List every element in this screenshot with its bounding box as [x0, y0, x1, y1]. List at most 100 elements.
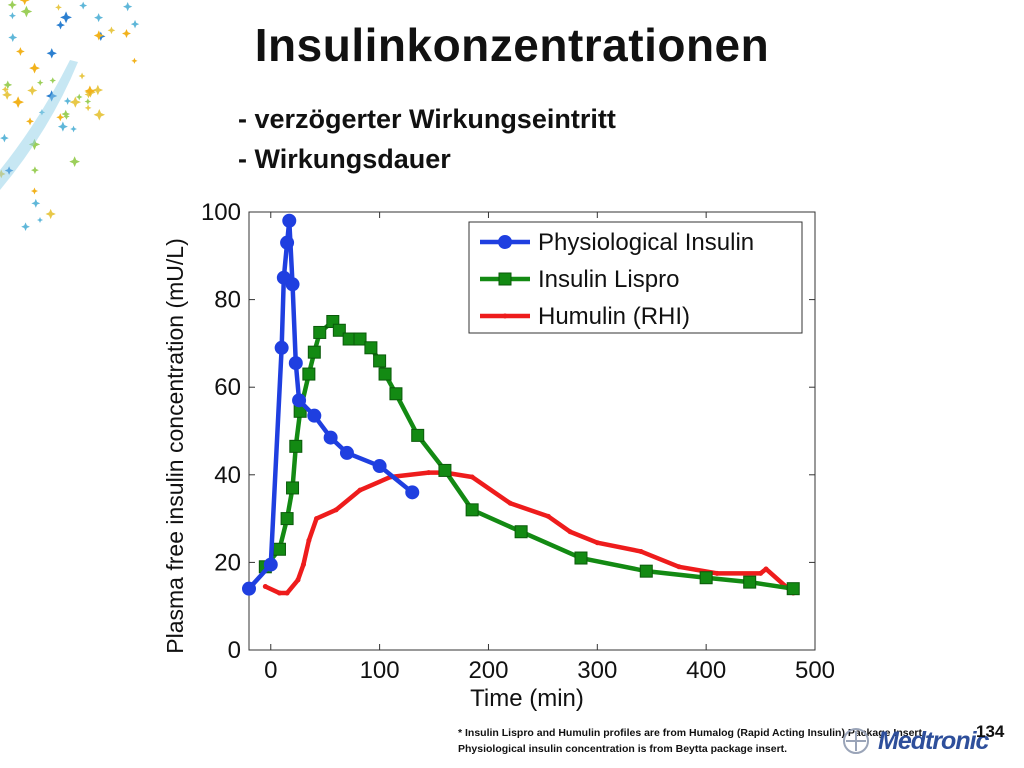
decorative-swoosh	[0, 60, 78, 190]
data-point	[574, 551, 588, 565]
y-tick-label: 100	[201, 199, 241, 226]
bullet-duration: - Wirkungsdauer	[238, 144, 451, 174]
data-point	[465, 503, 479, 517]
data-point	[339, 445, 354, 460]
data-point	[639, 564, 653, 578]
decorative-star	[69, 156, 81, 168]
data-point	[342, 332, 356, 346]
y-tick-label: 0	[228, 637, 241, 664]
decorative-star	[19, 0, 30, 6]
medtronic-logo-mark-icon	[843, 728, 869, 754]
data-point	[372, 459, 387, 474]
data-point	[242, 581, 256, 596]
data-point	[373, 354, 387, 368]
data-point	[507, 500, 513, 506]
data-point	[594, 540, 600, 546]
data-point	[274, 340, 289, 355]
decorative-star	[75, 93, 83, 101]
data-point	[498, 235, 512, 249]
decorative-star	[8, 12, 16, 20]
decorative-star	[122, 29, 131, 38]
decorative-star	[56, 20, 65, 30]
data-point	[545, 513, 551, 519]
decorative-star	[84, 85, 96, 97]
decorative-star	[131, 57, 138, 64]
bullet-delayed-onset: - verzögerter Wirkungseintritt	[238, 104, 616, 134]
decorative-star	[107, 26, 116, 35]
decorative-star	[84, 104, 92, 112]
decorative-star	[94, 13, 104, 23]
x-tick-label: 500	[795, 657, 835, 684]
decorative-star	[31, 166, 39, 175]
data-point	[638, 548, 644, 554]
data-point	[389, 387, 403, 401]
data-point	[357, 487, 363, 493]
data-point	[300, 562, 306, 568]
decorative-star	[84, 98, 92, 105]
decorative-star	[130, 19, 140, 29]
data-point	[426, 470, 432, 476]
decorative-star	[69, 96, 81, 108]
data-point	[284, 590, 290, 596]
data-point	[353, 332, 367, 346]
legend-label: Physiological Insulin	[538, 229, 754, 256]
x-tick-label: 0	[264, 657, 277, 684]
decorative-star	[29, 62, 40, 74]
y-axis-label: Plasma free insulin concentration (mU/L)	[162, 238, 188, 653]
x-axis-label: Time (min)	[470, 685, 584, 712]
slide-title: Insulinkonzentrationen	[254, 19, 770, 71]
decorative-star	[21, 222, 30, 232]
decorative-star	[36, 216, 44, 224]
x-tick-label: 400	[686, 657, 726, 684]
x-tick-label: 100	[360, 657, 400, 684]
decorative-star	[55, 3, 62, 11]
decorative-star	[2, 89, 13, 100]
page-number: 134	[976, 722, 1005, 741]
decorative-star	[46, 48, 57, 59]
data-point	[502, 313, 508, 319]
data-point	[514, 525, 528, 539]
data-point	[438, 463, 452, 477]
data-point	[714, 570, 720, 576]
data-point	[295, 577, 301, 583]
decorative-star	[0, 133, 9, 143]
data-point	[289, 439, 303, 453]
decorative-star	[70, 125, 77, 133]
y-tick-label: 80	[214, 287, 241, 314]
decorative-star	[12, 96, 24, 109]
data-point	[313, 516, 319, 522]
decorative-star	[28, 138, 41, 151]
medtronic-logo: Medtronic	[878, 727, 989, 755]
decorative-star	[93, 30, 104, 41]
series-physiological-insulin	[242, 213, 420, 596]
decorative-star	[45, 208, 56, 220]
series-line	[264, 470, 795, 596]
data-point	[405, 485, 420, 500]
data-point	[758, 570, 764, 576]
data-point	[272, 542, 286, 556]
data-point	[411, 428, 425, 442]
data-point	[699, 571, 713, 585]
decorative-star	[93, 109, 106, 121]
data-point	[364, 341, 378, 355]
data-point	[567, 529, 573, 535]
decorative-star	[78, 72, 86, 80]
data-point	[282, 213, 297, 228]
data-point	[288, 356, 303, 371]
data-point	[262, 583, 268, 589]
legend-label: Insulin Lispro	[538, 266, 679, 293]
data-point	[280, 235, 295, 250]
decorative-star	[26, 117, 34, 126]
decorative-star	[27, 85, 38, 96]
decorative-star	[61, 109, 71, 119]
series-insulin-lispro	[258, 315, 800, 596]
y-tick-label: 20	[214, 549, 241, 576]
data-point	[286, 481, 300, 495]
plot-area-frame	[248, 211, 816, 651]
decorative-star	[20, 5, 33, 18]
decorative-star-pattern	[0, 0, 140, 232]
series-line	[247, 218, 414, 591]
decorative-star	[79, 1, 88, 10]
x-tick-label: 200	[468, 657, 508, 684]
